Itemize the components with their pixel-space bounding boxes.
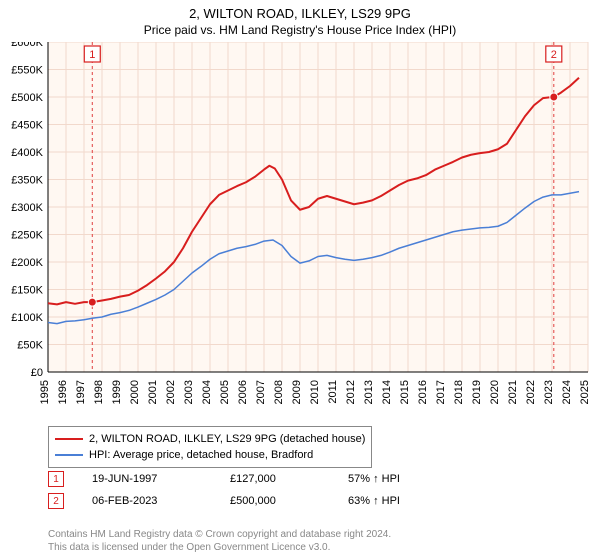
svg-text:1999: 1999 bbox=[111, 380, 123, 404]
transaction-date: 06-FEB-2023 bbox=[92, 495, 202, 507]
svg-text:2001: 2001 bbox=[147, 380, 159, 404]
svg-text:£0: £0 bbox=[31, 367, 43, 379]
chart-svg: £0 £50K £100K £150K £200K £250K £300K £350K £400… bbox=[0, 42, 600, 422]
chart-area: £0 £50K £100K £150K £200K £250K £300K £350K £400… bbox=[0, 42, 600, 422]
svg-text:£50K: £50K bbox=[17, 340, 43, 352]
svg-text:2012: 2012 bbox=[345, 380, 357, 404]
svg-text:2002: 2002 bbox=[165, 380, 177, 404]
legend-label: HPI: Average price, detached house, Brad… bbox=[89, 447, 313, 463]
svg-text:2024: 2024 bbox=[561, 380, 573, 404]
svg-text:2007: 2007 bbox=[255, 380, 267, 404]
svg-text:2004: 2004 bbox=[201, 380, 213, 404]
svg-text:2003: 2003 bbox=[183, 380, 195, 404]
transaction-marker-icon: 1 bbox=[48, 471, 64, 487]
svg-text:1996: 1996 bbox=[57, 380, 69, 404]
legend-row: HPI: Average price, detached house, Brad… bbox=[55, 447, 365, 463]
transaction-price: £500,000 bbox=[230, 495, 320, 507]
svg-text:£150K: £150K bbox=[11, 285, 43, 297]
svg-text:£300K: £300K bbox=[11, 202, 43, 214]
title-sub: Price paid vs. HM Land Registry's House … bbox=[0, 21, 600, 41]
svg-text:2006: 2006 bbox=[237, 380, 249, 404]
svg-text:£100K: £100K bbox=[11, 312, 43, 324]
svg-text:2019: 2019 bbox=[471, 380, 483, 404]
legend-swatch-hpi bbox=[55, 454, 83, 456]
svg-text:1: 1 bbox=[89, 49, 95, 61]
transaction-row: 1 19-JUN-1997 £127,000 57% ↑ HPI bbox=[48, 468, 438, 490]
svg-text:£250K: £250K bbox=[11, 230, 43, 242]
transaction-pct: 63% ↑ HPI bbox=[348, 495, 438, 507]
svg-text:2014: 2014 bbox=[381, 380, 393, 404]
svg-text:2005: 2005 bbox=[219, 380, 231, 404]
svg-text:£450K: £450K bbox=[11, 120, 43, 132]
footer: Contains HM Land Registry data © Crown c… bbox=[48, 528, 391, 554]
svg-text:2010: 2010 bbox=[309, 380, 321, 404]
transaction-price: £127,000 bbox=[230, 473, 320, 485]
svg-text:2016: 2016 bbox=[417, 380, 429, 404]
svg-text:2022: 2022 bbox=[525, 380, 537, 404]
transaction-marker-icon: 2 bbox=[48, 493, 64, 509]
footer-line: This data is licensed under the Open Gov… bbox=[48, 541, 391, 554]
legend-label: 2, WILTON ROAD, ILKLEY, LS29 9PG (detach… bbox=[89, 431, 365, 447]
transaction-row: 2 06-FEB-2023 £500,000 63% ↑ HPI bbox=[48, 490, 438, 512]
svg-text:1995: 1995 bbox=[39, 380, 51, 404]
svg-text:2018: 2018 bbox=[453, 380, 465, 404]
svg-text:£500K: £500K bbox=[11, 92, 43, 104]
svg-text:2020: 2020 bbox=[489, 380, 501, 404]
svg-text:1998: 1998 bbox=[93, 380, 105, 404]
svg-text:2025: 2025 bbox=[579, 380, 591, 404]
svg-text:2021: 2021 bbox=[507, 380, 519, 404]
legend: 2, WILTON ROAD, ILKLEY, LS29 9PG (detach… bbox=[48, 426, 372, 468]
svg-text:£200K: £200K bbox=[11, 257, 43, 269]
svg-text:2: 2 bbox=[551, 49, 557, 61]
svg-text:£550K: £550K bbox=[11, 65, 43, 77]
legend-swatch-property bbox=[55, 438, 83, 440]
transaction-pct: 57% ↑ HPI bbox=[348, 473, 438, 485]
chart-container: 2, WILTON ROAD, ILKLEY, LS29 9PG Price p… bbox=[0, 0, 600, 560]
legend-row: 2, WILTON ROAD, ILKLEY, LS29 9PG (detach… bbox=[55, 431, 365, 447]
footer-line: Contains HM Land Registry data © Crown c… bbox=[48, 528, 391, 541]
svg-text:£400K: £400K bbox=[11, 147, 43, 159]
svg-text:2000: 2000 bbox=[129, 380, 141, 404]
svg-text:1997: 1997 bbox=[75, 380, 87, 404]
svg-text:2023: 2023 bbox=[543, 380, 555, 404]
svg-text:2013: 2013 bbox=[363, 380, 375, 404]
title-main: 2, WILTON ROAD, ILKLEY, LS29 9PG bbox=[0, 0, 600, 21]
transactions: 1 19-JUN-1997 £127,000 57% ↑ HPI 2 06-FE… bbox=[48, 468, 438, 512]
transaction-date: 19-JUN-1997 bbox=[92, 473, 202, 485]
svg-text:2009: 2009 bbox=[291, 380, 303, 404]
svg-text:£350K: £350K bbox=[11, 175, 43, 187]
svg-text:2015: 2015 bbox=[399, 380, 411, 404]
svg-text:2017: 2017 bbox=[435, 380, 447, 404]
svg-text:£600K: £600K bbox=[11, 42, 43, 49]
svg-text:2011: 2011 bbox=[327, 380, 339, 404]
svg-text:2008: 2008 bbox=[273, 380, 285, 404]
